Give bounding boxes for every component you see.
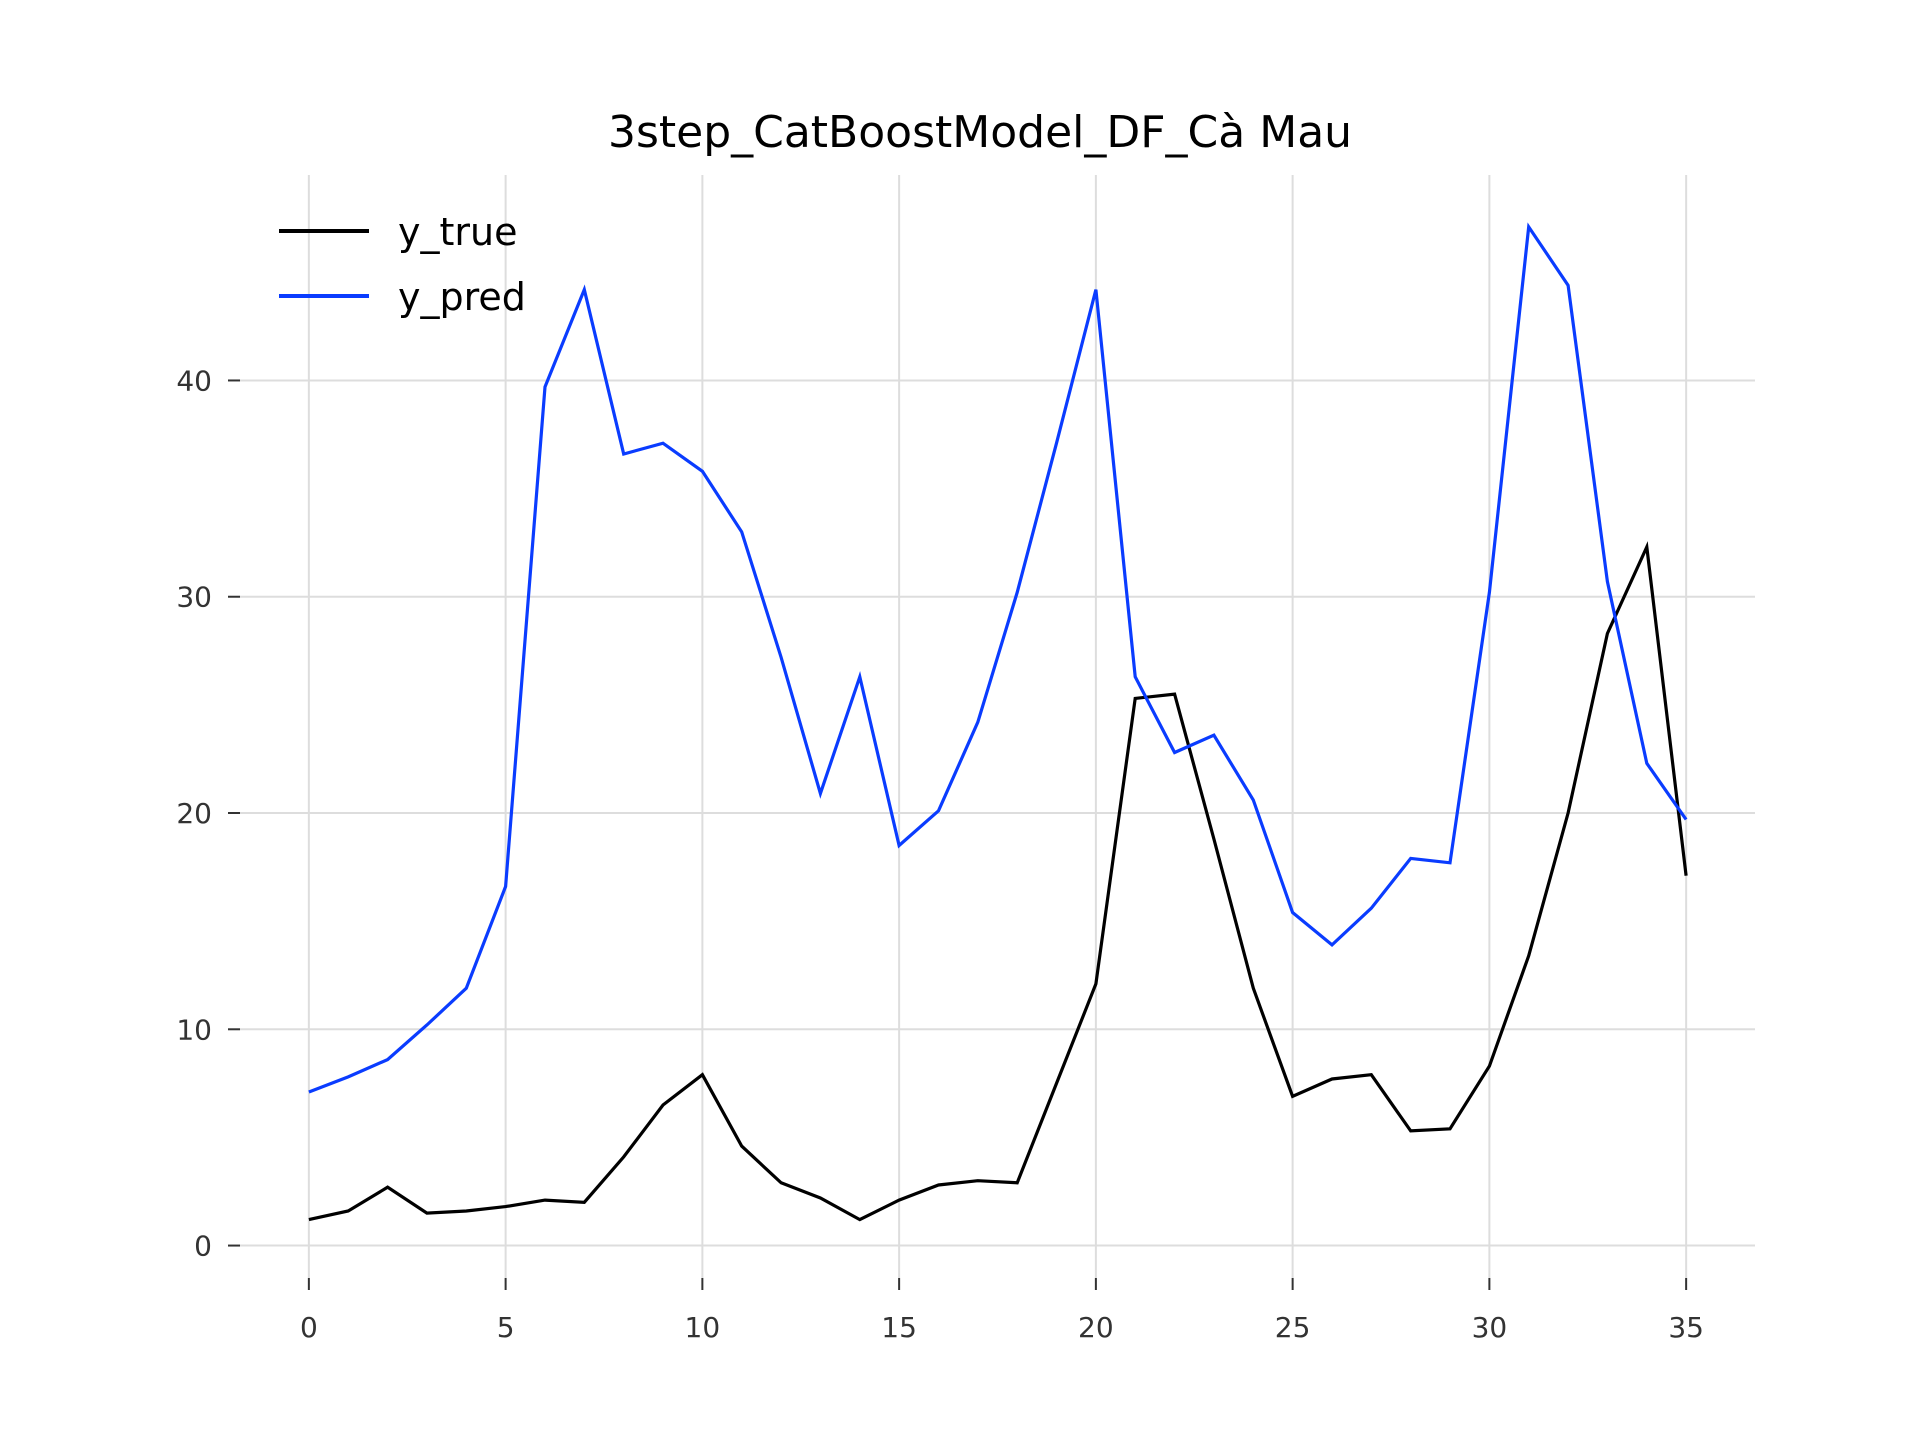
y-tick-label: 10 [176, 1013, 212, 1046]
x-tick-label: 15 [881, 1311, 917, 1344]
x-tick-label: 10 [685, 1311, 721, 1344]
series-line-y-pred [308, 222, 1688, 1094]
series-lines [308, 222, 1688, 1222]
y-tick-label: 40 [176, 364, 212, 397]
y-tick-label: 20 [176, 797, 212, 830]
chart-title: 3step_CatBoostModel_DF_Cà Mau [608, 107, 1352, 158]
legend: y_true y_pred [279, 210, 526, 319]
x-tick-label: 20 [1078, 1311, 1114, 1344]
y-tick-label: 30 [176, 581, 212, 614]
legend-label-y-true: y_true [398, 210, 517, 254]
x-tick-label: 0 [300, 1311, 318, 1344]
legend-label-y-pred: y_pred [398, 275, 526, 319]
axis-ticks: 0 5 10 15 20 25 30 35 0 10 20 30 40 [176, 364, 1704, 1344]
x-tick-label: 25 [1275, 1311, 1311, 1344]
grid [240, 175, 1755, 1278]
x-tick-label: 30 [1472, 1311, 1508, 1344]
x-tick-label: 35 [1668, 1311, 1704, 1344]
x-tick-label: 5 [497, 1311, 515, 1344]
y-tick-label: 0 [194, 1230, 212, 1263]
series-line-y-true [308, 541, 1688, 1222]
